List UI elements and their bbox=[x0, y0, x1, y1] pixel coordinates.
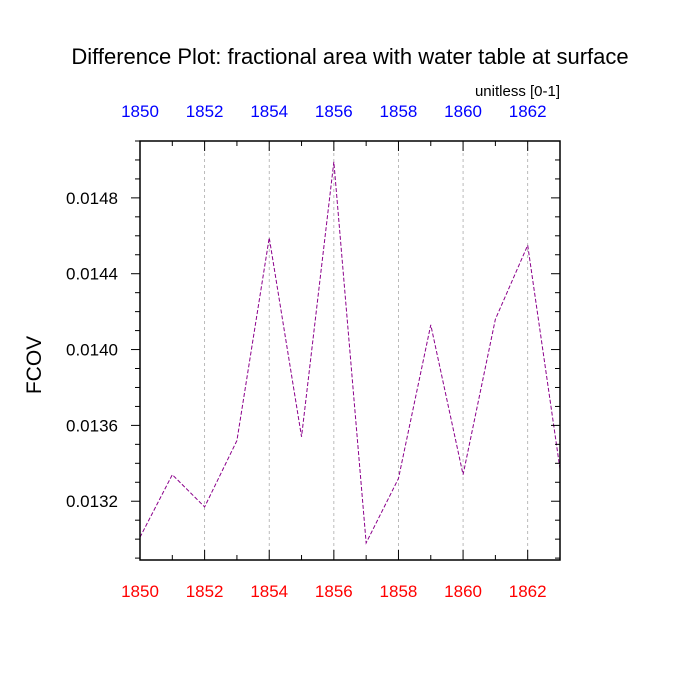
series-group bbox=[139, 161, 561, 545]
x-tick-label-bottom: 1862 bbox=[509, 582, 547, 601]
x-tick-label-top: 1852 bbox=[186, 102, 224, 121]
tick-labels: 1850 1850 1852 1852 1854 1854 1856 1856 1858 1858… bbox=[66, 102, 547, 601]
x-tick-label-top: 1860 bbox=[444, 102, 482, 121]
plot-frame bbox=[139, 140, 561, 561]
series-line-difference bbox=[139, 161, 561, 545]
y-tick-label: 0.0140 bbox=[66, 341, 118, 360]
x-tick-label-bottom: 1852 bbox=[186, 582, 224, 601]
x-tick-label-top: 1858 bbox=[380, 102, 418, 121]
x-tick-label-top: 1856 bbox=[315, 102, 353, 121]
chart-title: Difference Plot: fractional area with wa… bbox=[71, 44, 628, 69]
y-tick-label: 0.0136 bbox=[66, 416, 118, 435]
y-axis-label: FCOV bbox=[23, 336, 46, 394]
x-tick-label-bottom: 1858 bbox=[380, 582, 418, 601]
y-tick-label: 0.0132 bbox=[66, 492, 118, 511]
x-tick-label-top: 1850 bbox=[121, 102, 159, 121]
y-tick-label: 0.0144 bbox=[66, 265, 118, 284]
x-tick-label-top: 1854 bbox=[250, 102, 288, 121]
units-label: unitless [0-1] bbox=[475, 83, 560, 100]
grid-lines bbox=[204, 141, 529, 560]
axis-ticks bbox=[131, 140, 561, 560]
x-tick-label-bottom: 1850 bbox=[121, 582, 159, 601]
x-tick-label-bottom: 1854 bbox=[250, 582, 288, 601]
y-tick-label: 0.0148 bbox=[66, 189, 118, 208]
x-tick-label-bottom: 1860 bbox=[444, 582, 482, 601]
x-tick-label-bottom: 1856 bbox=[315, 582, 353, 601]
x-tick-label-top: 1862 bbox=[509, 102, 547, 121]
